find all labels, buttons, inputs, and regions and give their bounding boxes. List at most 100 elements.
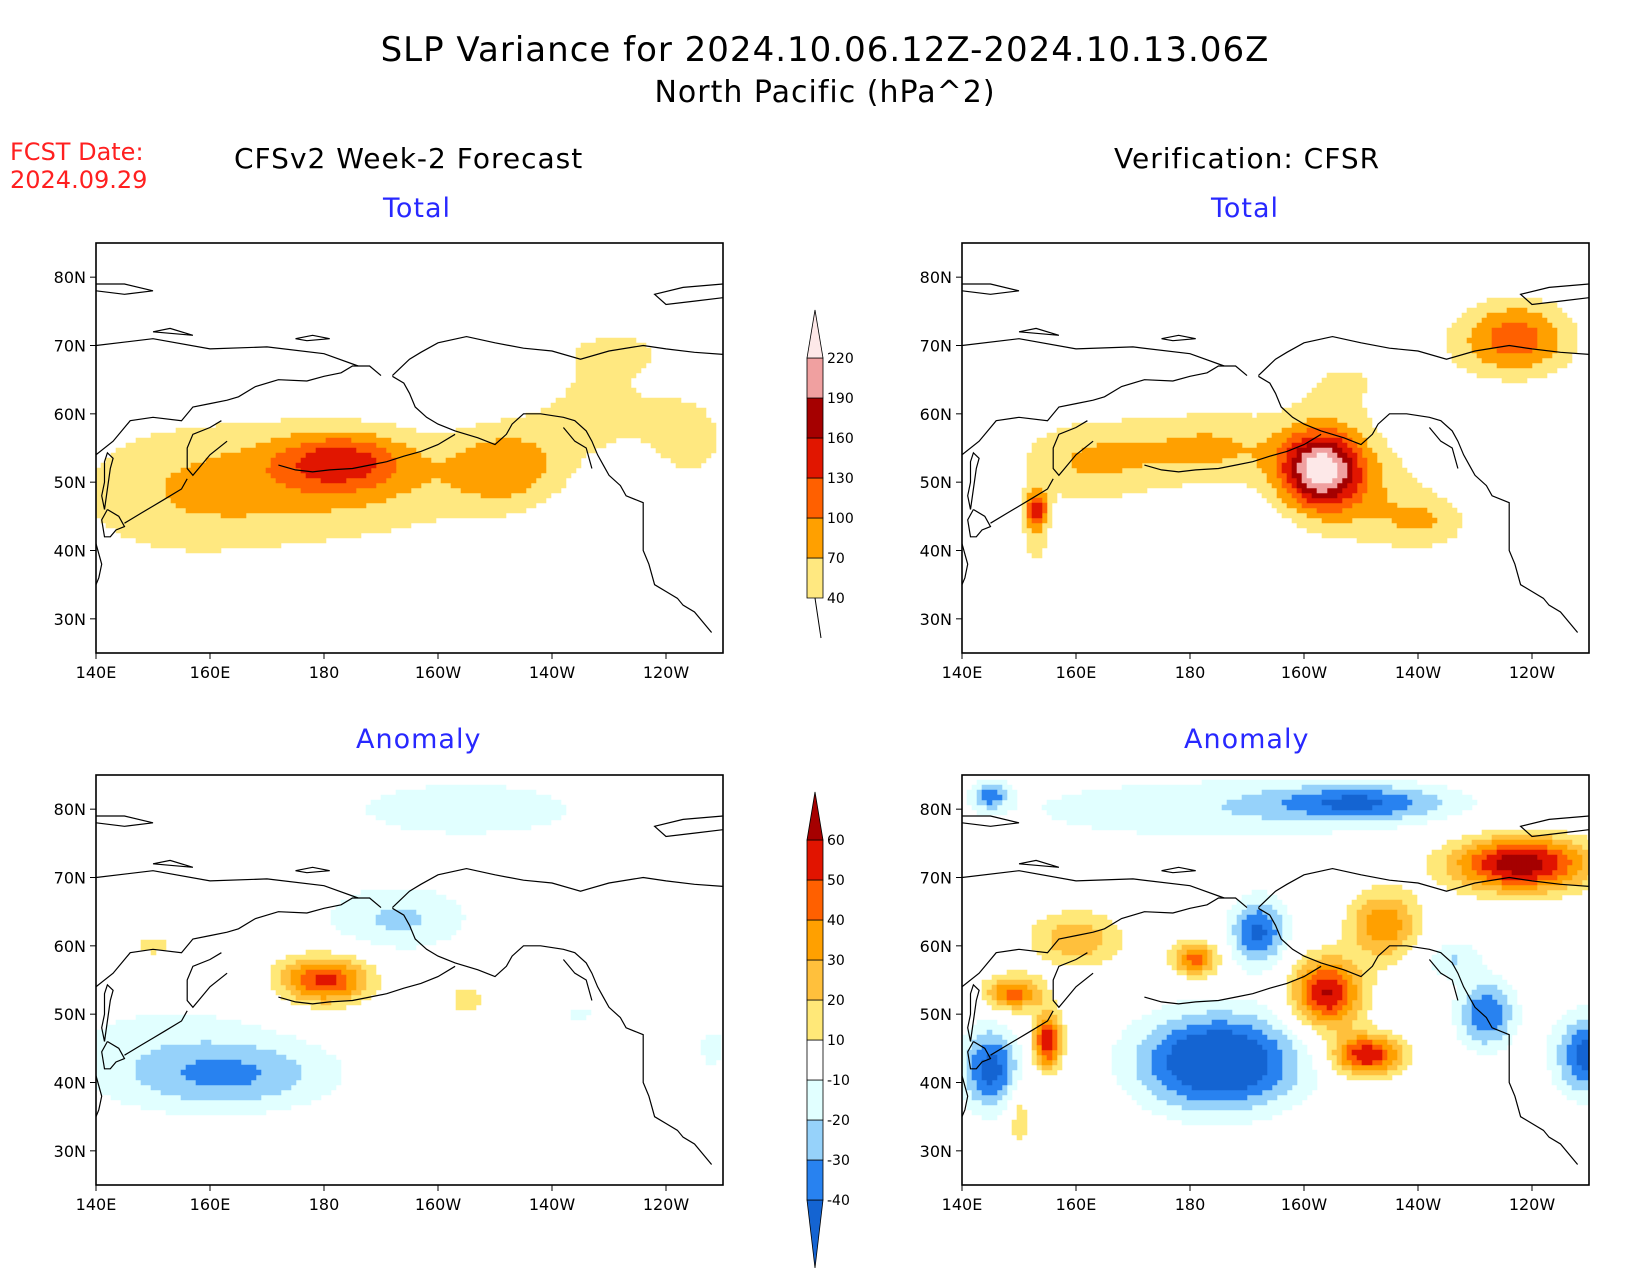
- panel-title-forecast-total: Total: [383, 193, 452, 224]
- lon-tick-label: 160W: [1281, 663, 1328, 682]
- figure-title: SLP Variance for 2024.10.06.12Z-2024.10.…: [380, 30, 1270, 70]
- panel-title-forecast-anomaly: Anomaly: [356, 724, 482, 755]
- shade-f0a0a0: [1296, 447, 1348, 494]
- coastline-segment: [1258, 907, 1579, 1165]
- column-title-verification: Verification: CFSR: [1114, 142, 1381, 175]
- coastline-segment: [96, 365, 382, 456]
- colorbar-swatch: [806, 1079, 824, 1121]
- colorbar-swatch: [806, 1039, 824, 1081]
- coastline-segment: [1144, 965, 1322, 1005]
- lon-tick-label: 120W: [643, 1195, 690, 1214]
- lon-tick-label: 140E: [942, 663, 983, 682]
- coastline-segment: [295, 334, 330, 342]
- colorbar-swatch: [806, 791, 824, 841]
- lon-tick-label: 140W: [529, 663, 576, 682]
- map-panel-verification-anomaly: 140E 160E 180 160W 140W 120W 30N 40N 50N 60N 70N 80…: [920, 774, 1590, 1214]
- colorbar-label: 70: [827, 551, 845, 567]
- shade-a50000: [1321, 854, 1543, 996]
- lat-tick-label: 40N: [54, 542, 86, 561]
- coastline-segment: [278, 965, 456, 1005]
- lon-tick-label: 140E: [942, 1195, 983, 1214]
- coastline-segment: [152, 327, 194, 336]
- colorbar-tail: [814, 597, 822, 639]
- panel-title-verification-total: Total: [1211, 193, 1280, 224]
- coastline-segment: [1519, 815, 1589, 838]
- coastline-segment: [186, 952, 228, 1009]
- colorbar-label: 10: [827, 1033, 845, 1049]
- lat-tick-label: 50N: [920, 473, 952, 492]
- lat-tick-label: 60N: [54, 937, 86, 956]
- colorbar-swatch: [806, 517, 824, 559]
- coastline-segment: [96, 338, 359, 367]
- coastline-segment: [1257, 867, 1589, 909]
- column-title-forecast: CFSv2 Week-2 Forecast: [234, 142, 584, 175]
- lat-tick-label: 50N: [54, 1005, 86, 1024]
- forecast-date-block: FCST Date: 2024.09.29: [10, 138, 147, 194]
- coastline-segment: [1257, 335, 1589, 377]
- coastline-segment: [101, 451, 114, 510]
- coastline-segment: [962, 815, 1020, 827]
- coastline-segment: [962, 897, 1248, 988]
- lon-tick-label: 140E: [76, 1195, 117, 1214]
- map-panel-forecast-total: 140E 160E 180 160W 140W 120W 30N 40N 50N 60N 70N 80…: [54, 242, 724, 682]
- lat-tick-label: 30N: [920, 610, 952, 629]
- coastline-segment: [101, 983, 114, 1042]
- lon-tick-label: 140E: [76, 663, 117, 682]
- panel-title-verification-anomaly: Anomaly: [1184, 724, 1310, 755]
- map-frame: [961, 242, 1590, 654]
- lat-tick-label: 30N: [54, 1142, 86, 1161]
- colorbar-label: 40: [827, 913, 845, 929]
- lon-tick-label: 160E: [190, 663, 231, 682]
- lon-tick-label: 160W: [1281, 1195, 1328, 1214]
- lat-tick-label: 40N: [920, 542, 952, 561]
- lat-tick-label: 60N: [920, 405, 952, 424]
- coastline-segment: [391, 867, 723, 909]
- colorbar-swatch: [806, 1159, 824, 1201]
- colorbar-label: 220: [827, 351, 854, 367]
- colorbar-label: -40: [827, 1193, 850, 1209]
- lat-tick-label: 60N: [920, 937, 952, 956]
- coastline-segment: [1018, 859, 1060, 868]
- lon-tick-label: 120W: [643, 663, 690, 682]
- colorbar-swatch: [806, 397, 824, 439]
- coastline-segment: [1144, 433, 1322, 473]
- coastline-segment: [967, 983, 980, 1042]
- coastline-segment: [967, 451, 980, 510]
- lat-tick-label: 40N: [54, 1074, 86, 1093]
- coastline-segment: [1052, 952, 1094, 1009]
- coastline-segment: [96, 543, 103, 585]
- colorbar-swatch: [806, 1199, 824, 1269]
- colorbar-swatch: [806, 959, 824, 1001]
- shaded-field-forecast-anomaly: [96, 784, 722, 1116]
- coastline-segment: [962, 870, 1225, 899]
- lat-tick-label: 30N: [54, 610, 86, 629]
- coastline-segment: [562, 427, 593, 469]
- lat-tick-label: 50N: [920, 1005, 952, 1024]
- forecast-date-label: FCST Date:: [10, 138, 144, 166]
- coastline-segment: [186, 420, 228, 477]
- coastline-segment: [1052, 420, 1094, 477]
- colorbar-label: 60: [827, 833, 845, 849]
- lon-tick-label: 160E: [190, 1195, 231, 1214]
- lon-tick-label: 180: [309, 663, 340, 682]
- colorbar-label: 20: [827, 993, 845, 1009]
- coastline-segment: [1258, 375, 1579, 633]
- coastlines-forecast-anomaly: [96, 815, 723, 1165]
- colorbar-swatch: [806, 477, 824, 519]
- map-frame: [961, 774, 1590, 1186]
- colorbar-swatch: [806, 839, 824, 881]
- colorbar-label: 160: [827, 431, 854, 447]
- shaded-field-verification-anomaly: [962, 779, 1589, 1141]
- colorbar-swatch: [806, 1119, 824, 1161]
- coastline-segment: [967, 1040, 992, 1070]
- coastline-segment: [96, 870, 359, 899]
- coastline-segment: [1428, 427, 1459, 469]
- colorbar-label: 190: [827, 391, 854, 407]
- colorbar-label: 100: [827, 511, 854, 527]
- lat-tick-label: 30N: [920, 1142, 952, 1161]
- shaded-field-verification-total: [1021, 297, 1578, 559]
- lat-tick-label: 80N: [54, 268, 86, 287]
- colorbar-swatch: [806, 437, 824, 479]
- map-frame: [95, 242, 724, 654]
- colorbar-label: 30: [827, 953, 845, 969]
